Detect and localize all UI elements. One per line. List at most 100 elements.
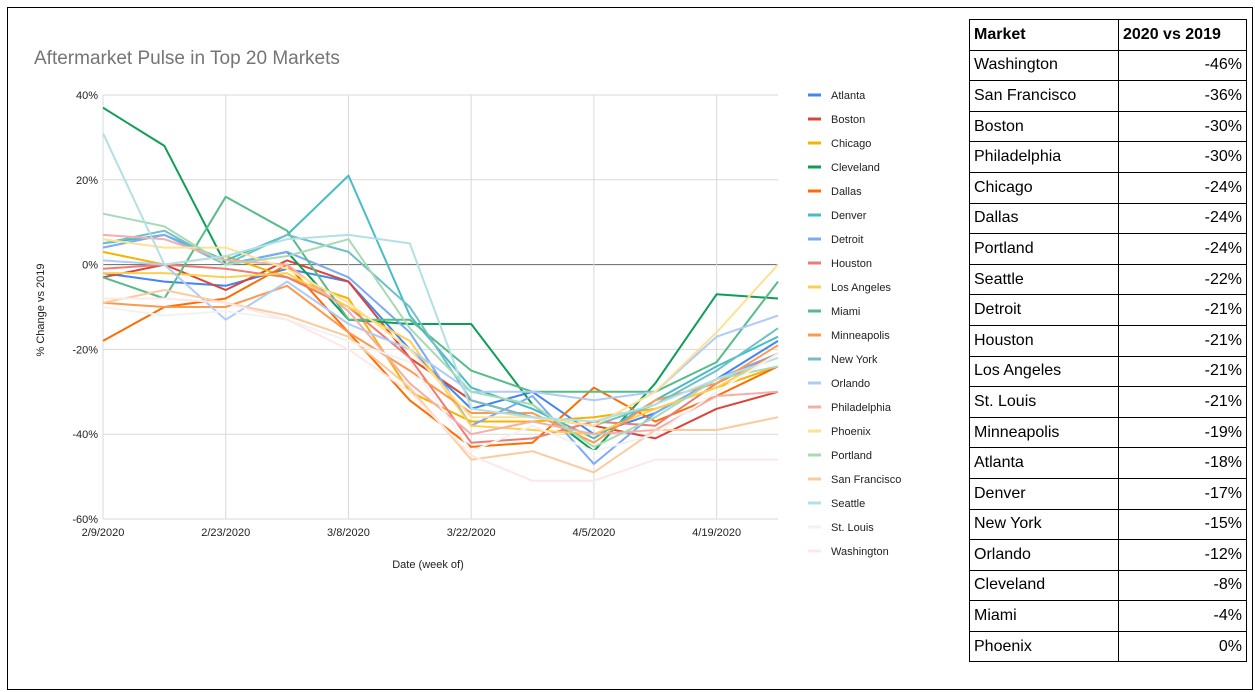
column-header-market: Market: [969, 19, 1119, 51]
market-cell: Phoenix: [969, 630, 1119, 663]
change-cell: -21%: [1118, 324, 1247, 357]
change-cell: -12%: [1118, 539, 1247, 571]
change-cell: 0%: [1118, 630, 1247, 663]
table-row: Houston -21%: [969, 324, 1247, 357]
change-cell: -24%: [1118, 171, 1247, 204]
table-body: Washington -46% San Francisco -36% Boston -30…: [969, 49, 1247, 663]
table-row: San Francisco -36%: [969, 80, 1247, 112]
x-axis-title: Date (week of): [392, 559, 464, 571]
legend-label: St. Louis: [831, 522, 874, 534]
legend-label: Boston: [831, 114, 865, 126]
table-row: Miami -4%: [969, 600, 1247, 632]
market-cell: Chicago: [969, 171, 1119, 204]
change-cell: -21%: [1118, 355, 1247, 388]
legend-label: Philadelphia: [831, 402, 892, 414]
x-tick-label: 4/5/2020: [572, 527, 615, 539]
change-cell: -15%: [1118, 508, 1247, 541]
legend-label: Miami: [831, 306, 860, 318]
legend-label: Orlando: [831, 378, 870, 390]
legend-label: Minneapolis: [831, 330, 890, 342]
table-row: Los Angeles -21%: [969, 355, 1247, 388]
table-row: Atlanta -18%: [969, 447, 1247, 479]
legend-label: Los Angeles: [831, 282, 891, 294]
change-cell: -30%: [1118, 141, 1247, 173]
market-cell: Cleveland: [969, 569, 1119, 602]
market-cell: San Francisco: [969, 80, 1119, 112]
series-line-phoenix: [102, 238, 779, 427]
y-tick-label: -20%: [72, 344, 98, 356]
table-row: Minneapolis -19%: [969, 416, 1247, 449]
table-row: St. Louis -21%: [969, 386, 1247, 418]
legend-label: Dallas: [831, 186, 862, 198]
change-cell: -24%: [1118, 202, 1247, 235]
change-cell: -18%: [1118, 447, 1247, 479]
y-axis-ticks: 40% 20% 0% -20% -40% -60%: [72, 90, 98, 526]
y-tick-label: -40%: [72, 429, 98, 441]
table-row: Washington -46%: [969, 49, 1247, 82]
market-cell: Boston: [969, 110, 1119, 143]
market-cell: Minneapolis: [969, 416, 1119, 449]
change-cell: -30%: [1118, 110, 1247, 143]
market-cell: Seattle: [969, 263, 1119, 296]
y-tick-label: 20%: [76, 175, 98, 187]
table-row: Detroit -21%: [969, 294, 1247, 326]
market-cell: Los Angeles: [969, 355, 1119, 388]
series-line-miami: [102, 195, 779, 393]
market-cell: New York: [969, 508, 1119, 541]
table-row: Chicago -24%: [969, 171, 1247, 204]
change-cell: -22%: [1118, 263, 1247, 296]
legend-label: Chicago: [831, 138, 871, 150]
market-cell: Miami: [969, 600, 1119, 632]
change-cell: -24%: [1118, 233, 1247, 265]
legend-label: Cleveland: [831, 162, 880, 174]
y-tick-label: 40%: [76, 90, 98, 102]
table-row: Philadelphia -30%: [969, 141, 1247, 173]
market-table: Market 2020 vs 2019 Washington -46% San Fr…: [969, 19, 1247, 663]
change-cell: -21%: [1118, 386, 1247, 418]
y-tick-label: -60%: [72, 514, 98, 526]
market-cell: Atlanta: [969, 447, 1119, 479]
y-axis-title: % Change vs 2019: [35, 264, 47, 357]
market-cell: Dallas: [969, 202, 1119, 235]
series-lines: [102, 106, 779, 482]
legend-label: Houston: [831, 258, 872, 270]
legend-label: San Francisco: [831, 474, 901, 486]
legend-label: Portland: [831, 450, 872, 462]
x-tick-label: 2/23/2020: [201, 527, 250, 539]
table-row: Seattle -22%: [969, 263, 1247, 296]
change-cell: -21%: [1118, 294, 1247, 326]
table-row: Portland -24%: [969, 233, 1247, 265]
line-chart: Aftermarket Pulse in Top 20 Markets 40% 2…: [34, 48, 901, 571]
x-tick-label: 3/22/2020: [447, 527, 496, 539]
market-cell: Detroit: [969, 294, 1119, 326]
market-cell: Washington: [969, 49, 1119, 82]
change-cell: -36%: [1118, 80, 1247, 112]
market-cell: St. Louis: [969, 386, 1119, 418]
table-row: Phoenix 0%: [969, 630, 1247, 663]
change-cell: -4%: [1118, 600, 1247, 632]
x-tick-label: 2/9/2020: [82, 527, 125, 539]
series-line-st-louis: [102, 306, 779, 453]
series-line-washington: [103, 297, 778, 482]
x-tick-label: 4/19/2020: [692, 527, 741, 539]
table-row: New York -15%: [969, 508, 1247, 541]
market-cell: Philadelphia: [969, 141, 1119, 173]
table-row: Denver -17%: [969, 477, 1247, 510]
table-row: Orlando -12%: [969, 539, 1247, 571]
legend-label: Denver: [831, 210, 867, 222]
column-header-change: 2020 vs 2019: [1118, 19, 1247, 51]
change-cell: -19%: [1118, 416, 1247, 449]
market-cell: Denver: [969, 477, 1119, 510]
series-line-seattle: [102, 132, 779, 423]
table-header-row: Market 2020 vs 2019: [969, 19, 1247, 51]
x-axis-ticks: 2/9/2020 2/23/2020 3/8/2020 3/22/2020 4/5/20…: [82, 527, 742, 539]
legend-label: Washington: [831, 546, 889, 558]
market-cell: Houston: [969, 324, 1119, 357]
legend-label: Atlanta: [831, 90, 866, 102]
table-row: Dallas -24%: [969, 202, 1247, 235]
market-cell: Orlando: [969, 539, 1119, 571]
market-cell: Portland: [969, 233, 1119, 265]
legend-label: Detroit: [831, 234, 863, 246]
legend-label: New York: [831, 354, 878, 366]
legend: Atlanta Boston Chicago Cleveland Dallas Denve…: [808, 90, 901, 558]
